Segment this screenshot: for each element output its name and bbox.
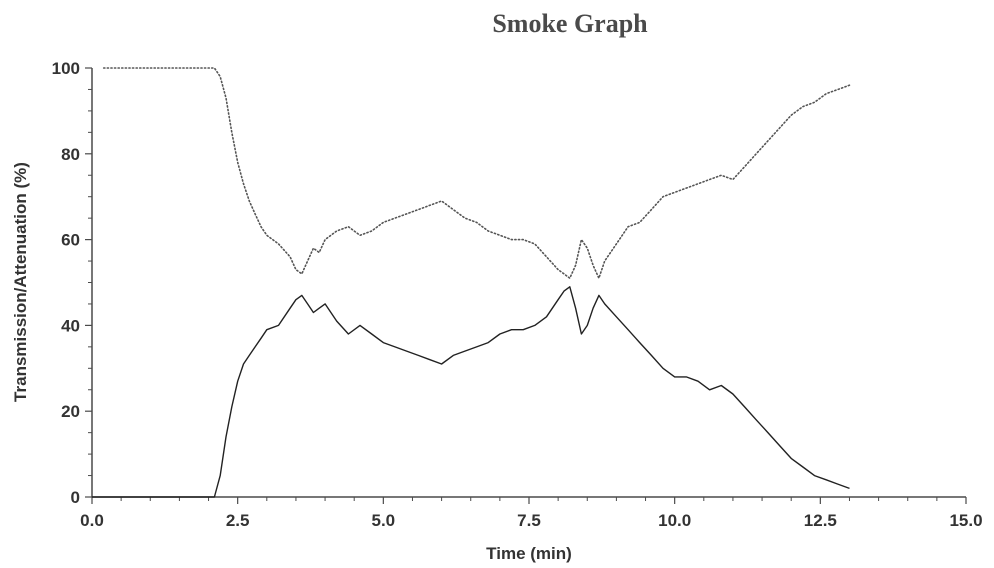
minor-ticks xyxy=(88,88,938,501)
y-tick-label: 40 xyxy=(61,316,80,335)
x-tick-label: 0.0 xyxy=(80,511,104,530)
x-tick-label: 15.0 xyxy=(949,511,982,530)
transmission-series-line xyxy=(102,67,851,280)
chart-title: Smoke Graph xyxy=(492,9,648,38)
attenuation-series-line xyxy=(92,286,850,498)
series-layer xyxy=(92,67,851,498)
y-ticks: 0 20 40 60 80 100 xyxy=(52,59,92,507)
y-tick-label: 60 xyxy=(61,231,80,250)
x-tick-label: 7.5 xyxy=(517,511,541,530)
x-axis-label: Time (min) xyxy=(486,544,572,563)
x-tick-label: 5.0 xyxy=(372,511,396,530)
y-tick-label: 80 xyxy=(61,145,80,164)
y-tick-label: 100 xyxy=(52,59,80,78)
y-axis-label: Transmission/Attenuation (%) xyxy=(11,162,30,402)
x-tick-label: 10.0 xyxy=(658,511,691,530)
x-tick-label: 12.5 xyxy=(804,511,837,530)
y-tick-label: 20 xyxy=(61,402,80,421)
axes xyxy=(91,68,966,498)
y-tick-label: 0 xyxy=(71,488,80,507)
x-ticks: 0.0 2.5 5.0 7.5 10.0 12.5 15.0 xyxy=(80,497,983,530)
x-tick-label: 2.5 xyxy=(226,511,250,530)
